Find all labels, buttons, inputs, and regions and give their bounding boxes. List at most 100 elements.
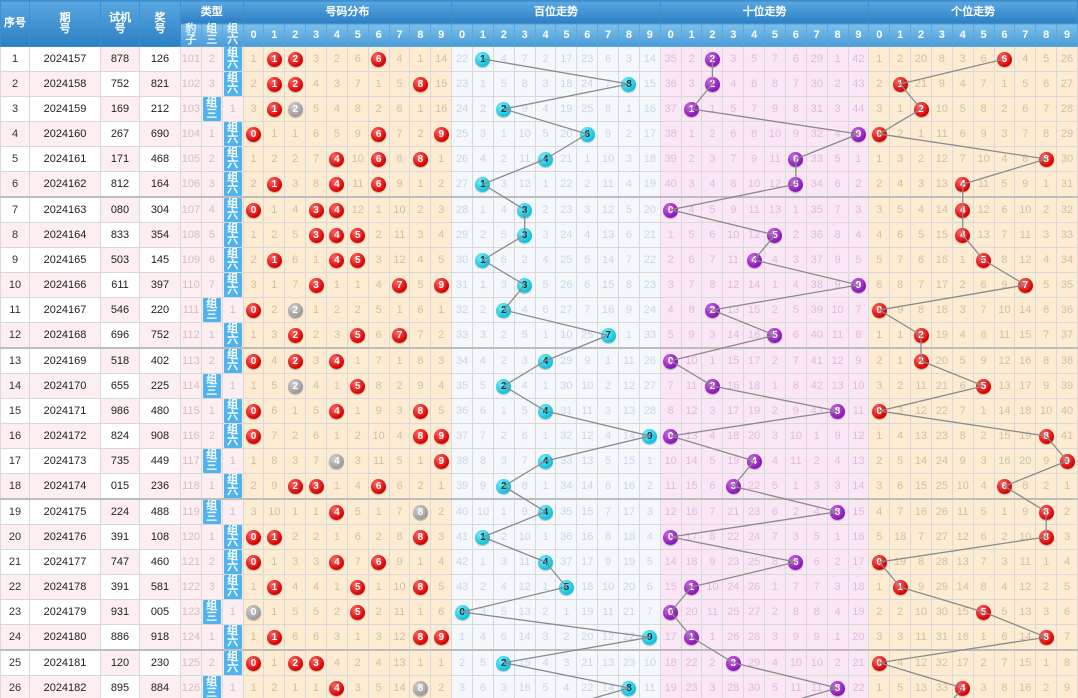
digit-header-distribution-3[interactable]: 3 <box>305 23 328 47</box>
table-row[interactable]: 19 2024175 224 488 119 组三 1 3 10 1 1 4 5 1 7 8 2 40 10 1 9 4 3… <box>0 498 1078 525</box>
row-issue-number[interactable]: 2024180 <box>29 624 101 651</box>
row-issue-number[interactable]: 2024158 <box>29 71 101 97</box>
table-row[interactable]: 10 2024166 611 397 110 7 组六 3 1 7 3 1 1 4 7 5 9 31 1 3 3 5 26 6… <box>0 272 1078 298</box>
digit-header-units-9[interactable]: 9 <box>1056 23 1078 47</box>
subcol-baozi[interactable]: 豹子 <box>180 23 202 47</box>
digit-header-tens-7[interactable]: 7 <box>805 23 828 47</box>
row-issue-number[interactable]: 2024164 <box>29 222 101 248</box>
digit-header-units-6[interactable]: 6 <box>993 23 1016 47</box>
table-row[interactable]: 11 2024167 546 220 111 组三 1 0 2 2 1 2 2 5 1 6 1 32 2 2 4 6 27 7… <box>0 297 1078 323</box>
row-issue-number[interactable]: 2024160 <box>29 121 101 147</box>
table-row[interactable]: 22 2024178 391 581 122 3 组六 1 1 4 4 1 5 1 10 8 5 43 2 4 12 1 5… <box>0 574 1078 600</box>
digit-header-units-0[interactable]: 0 <box>868 23 891 47</box>
table-row[interactable]: 6 2024162 812 164 106 3 组六 2 1 3 8 4 11 6 9 1 2 27 1 3 12 1 22… <box>0 171 1078 198</box>
digit-header-units-3[interactable]: 3 <box>930 23 953 47</box>
dist-cell-2: 2 <box>284 373 307 399</box>
row-issue-number[interactable]: 2024175 <box>29 498 101 525</box>
col-header-award-number[interactable]: 奖 号 <box>139 0 181 47</box>
digit-header-hundreds-6[interactable]: 6 <box>576 23 599 47</box>
digit-header-units-4[interactable]: 4 <box>951 23 974 47</box>
col-header-index[interactable]: 序号 <box>0 0 30 47</box>
subcol-zu6[interactable]: 组六 <box>221 23 244 47</box>
digit-header-units-8[interactable]: 8 <box>1035 23 1058 47</box>
row-issue-number[interactable]: 2024174 <box>29 473 101 500</box>
digit-header-units-5[interactable]: 5 <box>972 23 995 47</box>
table-row[interactable]: 8 2024164 833 354 108 5 组六 1 2 5 3 4 5 2 11 3 4 29 2 5 3 3 24 4… <box>0 222 1078 248</box>
row-issue-number[interactable]: 2024177 <box>29 549 101 575</box>
digit-header-units-1[interactable]: 1 <box>889 23 912 47</box>
table-row[interactable]: 18 2024174 015 236 118 1 组六 2 9 2 3 1 4 6 6 2 1 39 9 2 8 1 34 1… <box>0 473 1078 500</box>
row-issue-number[interactable]: 2024166 <box>29 272 101 298</box>
table-row[interactable]: 13 2024169 518 402 113 2 组六 0 4 2 3 4 1 7 1 8 3 34 4 2 3 4 29 9… <box>0 347 1078 374</box>
digit-header-hundreds-9[interactable]: 9 <box>638 23 661 47</box>
digit-header-units-2[interactable]: 2 <box>910 23 932 47</box>
table-row[interactable]: 25 2024181 120 230 125 2 组六 0 1 2 3 4 2 4 13 1 1 2 5 2 15 4 3 2… <box>0 649 1078 676</box>
digit-header-distribution-7[interactable]: 7 <box>388 23 411 47</box>
row-issue-number[interactable]: 2024178 <box>29 574 101 600</box>
digit-header-tens-8[interactable]: 8 <box>826 23 849 47</box>
digit-header-hundreds-7[interactable]: 7 <box>597 23 620 47</box>
table-row[interactable]: 2 2024158 752 821 102 3 组六 2 1 2 4 3 7 1 5 8 15 23 1 5 8 3 18 2… <box>0 71 1078 97</box>
row-issue-number[interactable]: 2024167 <box>29 297 101 323</box>
table-row[interactable]: 16 2024172 824 908 116 2 组六 0 7 2 6 1 2 10 4 8 9 37 7 2 6 1 32… <box>0 423 1078 449</box>
digit-header-hundreds-5[interactable]: 5 <box>555 23 578 47</box>
table-row[interactable]: 20 2024176 391 108 120 1 组六 0 1 2 2 1 6 2 8 8 3 41 1 2 10 1 36… <box>0 524 1078 550</box>
digit-header-hundreds-0[interactable]: 0 <box>451 23 474 47</box>
table-row[interactable]: 7 2024163 080 304 107 4 组六 0 1 4 3 4 12 1 10 2 3 28 1 4 3 2 23… <box>0 196 1078 223</box>
table-row[interactable]: 9 2024165 503 145 109 6 组六 2 1 6 1 4 5 3 12 4 5 30 1 6 2 4 25 5… <box>0 247 1078 273</box>
digit-header-tens-2[interactable]: 2 <box>701 23 724 47</box>
table-row[interactable]: 24 2024180 886 918 124 1 组六 1 1 6 6 3 1 3 12 8 9 1 4 6 14 3 2 2… <box>0 624 1078 651</box>
digit-header-distribution-0[interactable]: 0 <box>242 23 265 47</box>
table-row[interactable]: 4 2024160 267 690 104 1 组六 0 1 1 6 5 9 6 7 2 9 25 3 1 10 5 20 6… <box>0 121 1078 147</box>
digit-header-tens-5[interactable]: 5 <box>764 23 786 47</box>
row-issue-number[interactable]: 2024176 <box>29 524 101 550</box>
table-row[interactable]: 17 2024173 735 449 117 组三 1 1 8 3 7 4 3 11 5 1 9 38 8 3 7 4 33… <box>0 448 1078 474</box>
digit-header-distribution-9[interactable]: 9 <box>430 23 453 47</box>
digit-header-tens-4[interactable]: 4 <box>743 23 766 47</box>
digit-header-hundreds-3[interactable]: 3 <box>513 23 536 47</box>
table-row[interactable]: 1 2024157 878 126 101 2 组六 1 1 2 3 2 6 6 4 1 14 22 1 4 7 2 17 2… <box>0 46 1078 72</box>
digit-header-units-7[interactable]: 7 <box>1014 23 1037 47</box>
col-header-issue[interactable]: 期 号 <box>29 0 101 47</box>
table-row[interactable]: 23 2024179 931 005 123 组三 1 0 1 5 5 2 5 2 11 1 6 0 3 5 13 2 1 1… <box>0 599 1078 625</box>
digit-header-distribution-8[interactable]: 8 <box>409 23 432 47</box>
row-issue-number[interactable]: 2024179 <box>29 599 101 625</box>
digit-header-hundreds-8[interactable]: 8 <box>618 23 640 47</box>
table-row[interactable]: 3 2024159 169 212 103 组三 1 3 1 2 5 4 8 2 6 1 16 24 2 2 9 4 19 2… <box>0 96 1078 122</box>
table-row[interactable]: 14 2024170 655 225 114 组三 1 1 5 2 4 1 5 8 2 9 4 35 5 2 4 1 30 1… <box>0 373 1078 399</box>
row-issue-number[interactable]: 2024181 <box>29 649 101 676</box>
digit-header-hundreds-2[interactable]: 2 <box>492 23 515 47</box>
table-row[interactable]: 21 2024177 747 460 121 2 组六 0 1 3 3 4 7 6 9 1 4 42 1 3 11 4 37… <box>0 549 1078 575</box>
digit-header-tens-0[interactable]: 0 <box>659 23 682 47</box>
col-header-try-number[interactable]: 试机 号 <box>100 0 140 47</box>
row-issue-number[interactable]: 2024157 <box>29 46 101 72</box>
digit-header-tens-1[interactable]: 1 <box>680 23 703 47</box>
row-issue-number[interactable]: 2024163 <box>29 196 101 223</box>
row-issue-number[interactable]: 2024182 <box>29 675 101 698</box>
row-issue-number[interactable]: 2024161 <box>29 146 101 172</box>
row-issue-number[interactable]: 2024165 <box>29 247 101 273</box>
row-issue-number[interactable]: 2024168 <box>29 322 101 349</box>
row-issue-number[interactable]: 2024169 <box>29 347 101 374</box>
digit-header-tens-6[interactable]: 6 <box>784 23 807 47</box>
table-row[interactable]: 12 2024168 696 752 112 1 组六 1 3 2 2 3 5 6 7 7 2 33 3 2 5 1 10 2… <box>0 322 1078 349</box>
digit-header-distribution-1[interactable]: 1 <box>263 23 286 47</box>
row-issue-number[interactable]: 2024171 <box>29 398 101 424</box>
row-issue-number[interactable]: 2024170 <box>29 373 101 399</box>
row-issue-number[interactable]: 2024159 <box>29 96 101 122</box>
row-issue-number[interactable]: 2024173 <box>29 448 101 474</box>
digit-header-distribution-5[interactable]: 5 <box>346 23 369 47</box>
digit-header-tens-3[interactable]: 3 <box>722 23 745 47</box>
table-row[interactable]: 15 2024171 986 480 115 1 组六 0 6 1 5 4 1 9 3 8 5 36 6 1 5 4 31 1… <box>0 398 1078 424</box>
digit-header-distribution-4[interactable]: 4 <box>326 23 348 47</box>
digit-header-hundreds-1[interactable]: 1 <box>472 23 494 47</box>
digit-header-distribution-2[interactable]: 2 <box>284 23 307 47</box>
digit-header-distribution-6[interactable]: 6 <box>367 23 390 47</box>
row-issue-number[interactable]: 2024162 <box>29 171 101 198</box>
subcol-zu3[interactable]: 组三 <box>200 23 223 47</box>
digit-header-tens-9[interactable]: 9 <box>847 23 870 47</box>
digit-header-hundreds-4[interactable]: 4 <box>534 23 557 47</box>
table-row[interactable]: 5 2024161 171 468 105 2 组六 1 2 2 7 4 10 6 8 8 1 26 4 2 11 4 21… <box>0 146 1078 172</box>
table-row[interactable]: 26 2024182 895 884 126 组三 1 1 2 1 1 4 3 5 14 8 2 3 6 3 16 5 4 2… <box>0 675 1078 698</box>
row-issue-number[interactable]: 2024172 <box>29 423 101 449</box>
